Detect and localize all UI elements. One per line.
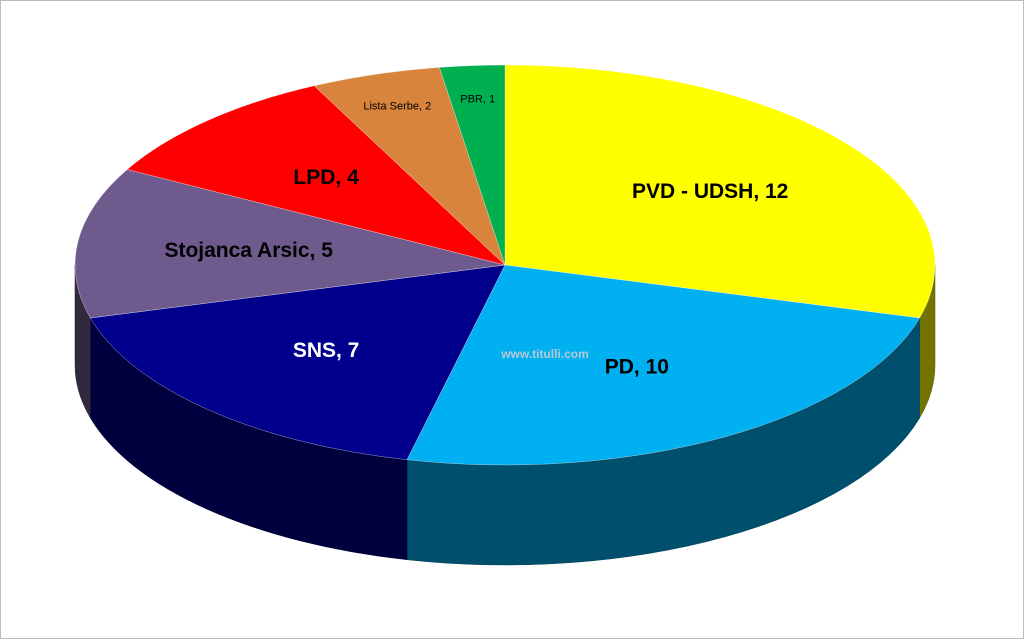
watermark: www.titulli.com [500,347,589,361]
pie-sides [74,264,936,566]
slice [126,85,506,266]
pie-tops [74,64,936,466]
data-label: Lista Serbe, 2 [363,101,431,113]
slice [439,64,506,266]
pie-labels: PVD - UDSH, 12 PD, 10 SNS, 7 Stojanca Arsic… [164,93,788,378]
data-label: PD, 10 [605,356,669,379]
data-label: PVD - UDSH, 12 [632,180,788,203]
slice [504,64,936,319]
data-label: Stojanca Arsic, 5 [164,239,333,262]
data-label: PBR, 1 [460,93,495,105]
slice [74,169,506,319]
data-label: SNS, 7 [293,339,360,362]
data-label: LPD, 4 [293,166,359,189]
slice [406,264,920,466]
slice [90,264,506,460]
